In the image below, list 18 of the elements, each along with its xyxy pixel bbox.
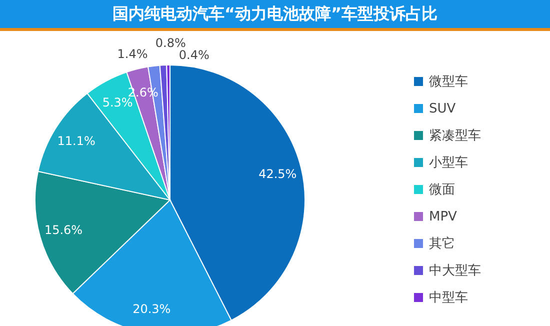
legend-label: 紧凑型车 [429,128,481,144]
legend-label: 中大型车 [429,264,481,278]
data-label: 11.1% [57,134,96,148]
legend-label: 微面 [429,182,455,198]
legend-label: 小型车 [429,156,468,170]
data-label: 5.3% [102,95,133,110]
data-label: 1.4% [117,47,148,62]
data-label: 0.4% [178,48,210,62]
legend-label: SUV [429,102,456,116]
legend-label: 其它 [429,236,455,252]
data-label: 15.6% [44,223,83,238]
data-label: 20.3% [132,302,171,316]
data-label: 42.5% [258,167,297,182]
legend-label: 微型车 [429,74,468,90]
legend-label: 中型车 [429,290,468,306]
chart-title: 国内纯电动汽车“动力电池故障”车型投诉占比 [0,0,550,31]
data-label: 0.8% [155,36,186,50]
legend-label: MPV [429,210,458,224]
